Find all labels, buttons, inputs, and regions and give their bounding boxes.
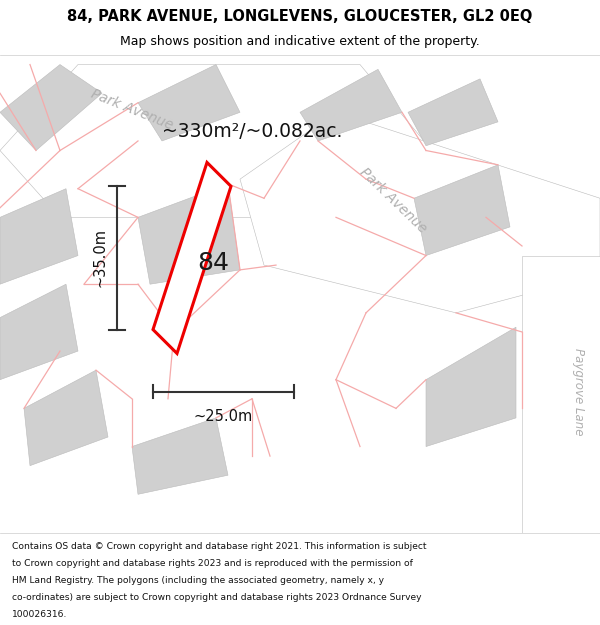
Text: ~330m²/~0.082ac.: ~330m²/~0.082ac. <box>162 122 342 141</box>
Polygon shape <box>414 165 510 256</box>
Polygon shape <box>132 418 228 494</box>
Text: HM Land Registry. The polygons (including the associated geometry, namely x, y: HM Land Registry. The polygons (includin… <box>12 576 384 585</box>
Polygon shape <box>0 284 78 380</box>
Polygon shape <box>0 64 432 218</box>
Polygon shape <box>24 370 108 466</box>
Text: 84: 84 <box>197 251 229 275</box>
Polygon shape <box>153 162 231 354</box>
Text: to Crown copyright and database rights 2023 and is reproduced with the permissio: to Crown copyright and database rights 2… <box>12 559 413 568</box>
Text: Paygrove Lane: Paygrove Lane <box>572 348 586 436</box>
Polygon shape <box>408 79 498 146</box>
Text: Map shows position and indicative extent of the property.: Map shows position and indicative extent… <box>120 35 480 48</box>
Polygon shape <box>0 189 78 284</box>
Polygon shape <box>300 69 402 141</box>
Polygon shape <box>0 64 102 151</box>
Text: 84, PARK AVENUE, LONGLEVENS, GLOUCESTER, GL2 0EQ: 84, PARK AVENUE, LONGLEVENS, GLOUCESTER,… <box>67 9 533 24</box>
Polygon shape <box>138 184 240 284</box>
Polygon shape <box>426 327 516 446</box>
Text: Park Avenue: Park Avenue <box>89 87 175 132</box>
Text: Park Avenue: Park Avenue <box>357 165 429 236</box>
Polygon shape <box>240 112 600 313</box>
Text: ~35.0m: ~35.0m <box>93 228 108 288</box>
Polygon shape <box>138 64 240 141</box>
Text: co-ordinates) are subject to Crown copyright and database rights 2023 Ordnance S: co-ordinates) are subject to Crown copyr… <box>12 593 421 602</box>
Text: Contains OS data © Crown copyright and database right 2021. This information is : Contains OS data © Crown copyright and d… <box>12 542 427 551</box>
Polygon shape <box>522 256 600 532</box>
Text: ~25.0m: ~25.0m <box>194 409 253 424</box>
Text: 100026316.: 100026316. <box>12 610 67 619</box>
